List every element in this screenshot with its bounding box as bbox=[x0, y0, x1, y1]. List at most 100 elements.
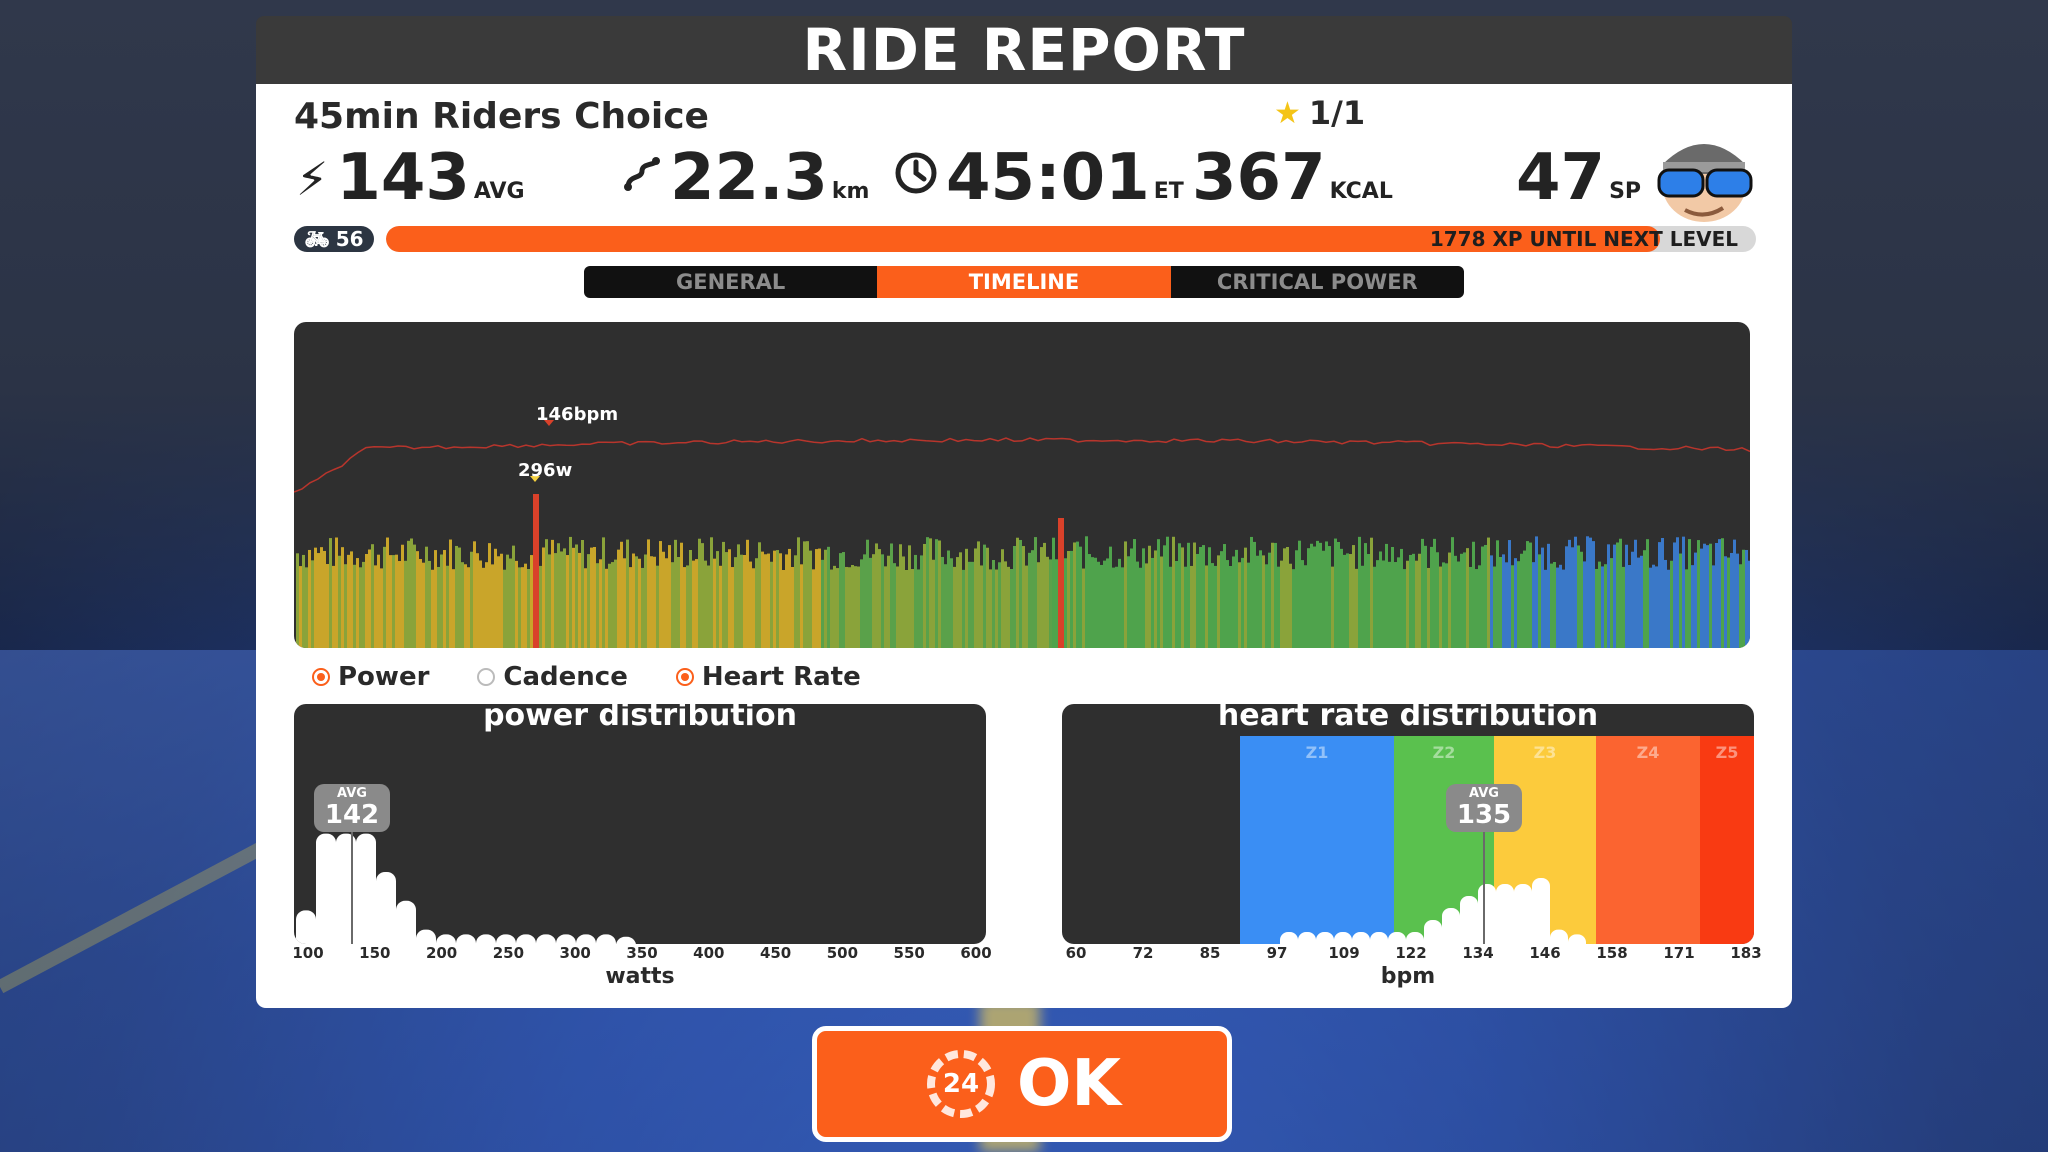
stat-power-unit: AVG bbox=[473, 179, 525, 204]
hr-x-tick: 134 bbox=[1462, 944, 1494, 962]
power-sample-bar bbox=[413, 544, 416, 648]
hr-x-tick: 109 bbox=[1328, 944, 1360, 962]
power-sample-bar bbox=[1382, 560, 1385, 648]
hr-bin bbox=[1514, 884, 1532, 944]
radio-heart-rate[interactable] bbox=[675, 668, 694, 686]
power-sample-bar bbox=[1031, 550, 1034, 648]
power-x-tick: 550 bbox=[893, 944, 925, 962]
radio-cadence[interactable] bbox=[477, 668, 496, 686]
power-sample-bar bbox=[779, 553, 782, 648]
power-sample-bar bbox=[1235, 549, 1238, 648]
power-sample-bar bbox=[719, 565, 722, 648]
power-sample-bar bbox=[1280, 560, 1283, 648]
power-sample-bar bbox=[1118, 558, 1121, 648]
legend-heart-rate[interactable]: Heart Rate bbox=[675, 662, 861, 692]
power-sample-bar bbox=[344, 564, 347, 648]
power-sample-bar bbox=[1175, 561, 1178, 648]
power-sample-bar bbox=[536, 494, 539, 648]
power-sample-bar bbox=[857, 566, 860, 648]
power-sample-bar bbox=[440, 554, 443, 648]
power-sample-bar bbox=[488, 543, 491, 648]
stat-sp-value: 47 bbox=[1516, 141, 1606, 215]
power-sample-bar bbox=[1256, 555, 1259, 648]
power-avg-badge: AVG 142 bbox=[314, 784, 390, 832]
tab-general[interactable]: GENERAL bbox=[676, 270, 786, 294]
power-sample-bar bbox=[677, 557, 680, 648]
power-sample-bar bbox=[365, 553, 368, 648]
power-sample-bar bbox=[638, 558, 641, 648]
peak-hr-label: 146bpm bbox=[536, 404, 619, 425]
power-sample-bar bbox=[875, 543, 878, 648]
power-bin bbox=[576, 934, 596, 944]
power-sample-bar bbox=[1496, 540, 1499, 648]
power-x-tick: 150 bbox=[359, 944, 391, 962]
power-sample-bar bbox=[1406, 560, 1409, 648]
hr-zone-label: Z2 bbox=[1433, 743, 1456, 762]
power-sample-bar bbox=[956, 557, 959, 648]
power-sample-bar bbox=[827, 546, 830, 648]
hr-x-tick: 158 bbox=[1596, 944, 1628, 962]
power-sample-bar bbox=[605, 568, 608, 648]
power-sample-bar bbox=[1700, 548, 1703, 648]
stat-sport-points: 47 SP bbox=[1516, 146, 1641, 210]
stat-distance-unit: km bbox=[831, 179, 870, 204]
power-sample-bar bbox=[1403, 569, 1406, 648]
power-sample-bar bbox=[1313, 546, 1316, 648]
power-sample-bar bbox=[467, 567, 470, 648]
power-sample-bar bbox=[371, 544, 374, 648]
power-sample-bar bbox=[1514, 558, 1517, 648]
hr-bin bbox=[1280, 932, 1298, 944]
radio-power[interactable] bbox=[312, 668, 330, 686]
power-sample-bar bbox=[935, 539, 938, 648]
power-sample-bar bbox=[707, 565, 710, 648]
power-sample-bar bbox=[1304, 565, 1307, 648]
power-sample-bar bbox=[1199, 546, 1202, 648]
power-sample-bar bbox=[968, 561, 971, 648]
power-sample-bar bbox=[1694, 552, 1697, 648]
power-sample-bar bbox=[1709, 543, 1712, 648]
legend-cadence[interactable]: Cadence bbox=[477, 662, 628, 692]
power-sample-bar bbox=[1559, 564, 1562, 648]
power-sample-bar bbox=[452, 569, 455, 648]
power-sample-bar bbox=[326, 564, 329, 648]
power-sample-bar bbox=[515, 560, 518, 648]
power-sample-bar bbox=[587, 554, 590, 648]
power-sample-bar bbox=[524, 563, 527, 648]
power-x-axis: 100 150 200 250 300 350 400 450 500 550 600 bbox=[292, 944, 991, 968]
power-x-tick: 500 bbox=[826, 944, 859, 962]
power-bin bbox=[556, 934, 576, 944]
power-sample-bar bbox=[1283, 548, 1286, 648]
power-sample-bar bbox=[680, 542, 683, 648]
lightning-icon: ⚡ bbox=[296, 152, 329, 206]
hr-bin bbox=[1298, 932, 1316, 944]
power-sample-bar bbox=[965, 548, 968, 648]
power-sample-bar bbox=[821, 559, 824, 648]
power-sample-bar bbox=[986, 547, 989, 648]
route-icon bbox=[622, 152, 662, 206]
legend-power[interactable]: Power bbox=[312, 662, 429, 692]
ok-button[interactable]: 24 OK bbox=[812, 1026, 1232, 1142]
power-sample-bar bbox=[1508, 540, 1511, 648]
power-sample-bar bbox=[1364, 543, 1367, 648]
power-sample-bar bbox=[1139, 567, 1142, 648]
power-sample-bar bbox=[650, 556, 653, 648]
power-sample-bar bbox=[752, 568, 755, 648]
power-sample-bar bbox=[392, 555, 395, 648]
tab-timeline[interactable]: TIMELINE bbox=[877, 266, 1171, 298]
power-sample-bar bbox=[1223, 544, 1226, 648]
power-sample-bar bbox=[1331, 566, 1334, 648]
power-sample-bar bbox=[1466, 548, 1469, 648]
power-sample-bar bbox=[842, 552, 845, 648]
power-sample-bar bbox=[1703, 543, 1706, 648]
power-sample-bar bbox=[1127, 556, 1130, 648]
power-sample-bar bbox=[755, 558, 758, 648]
tab-critical-power[interactable]: CRITICAL POWER bbox=[1216, 270, 1418, 294]
power-sample-bar bbox=[782, 569, 785, 648]
stat-calories-unit: KCAL bbox=[1329, 179, 1393, 204]
power-sample-bar bbox=[1550, 563, 1553, 648]
power-sample-bar bbox=[1007, 566, 1010, 648]
hr-zone-z1 bbox=[1240, 736, 1394, 944]
power-sample-bar bbox=[911, 569, 914, 648]
power-sample-bar bbox=[1085, 536, 1088, 648]
power-sample-bar bbox=[1055, 559, 1058, 648]
